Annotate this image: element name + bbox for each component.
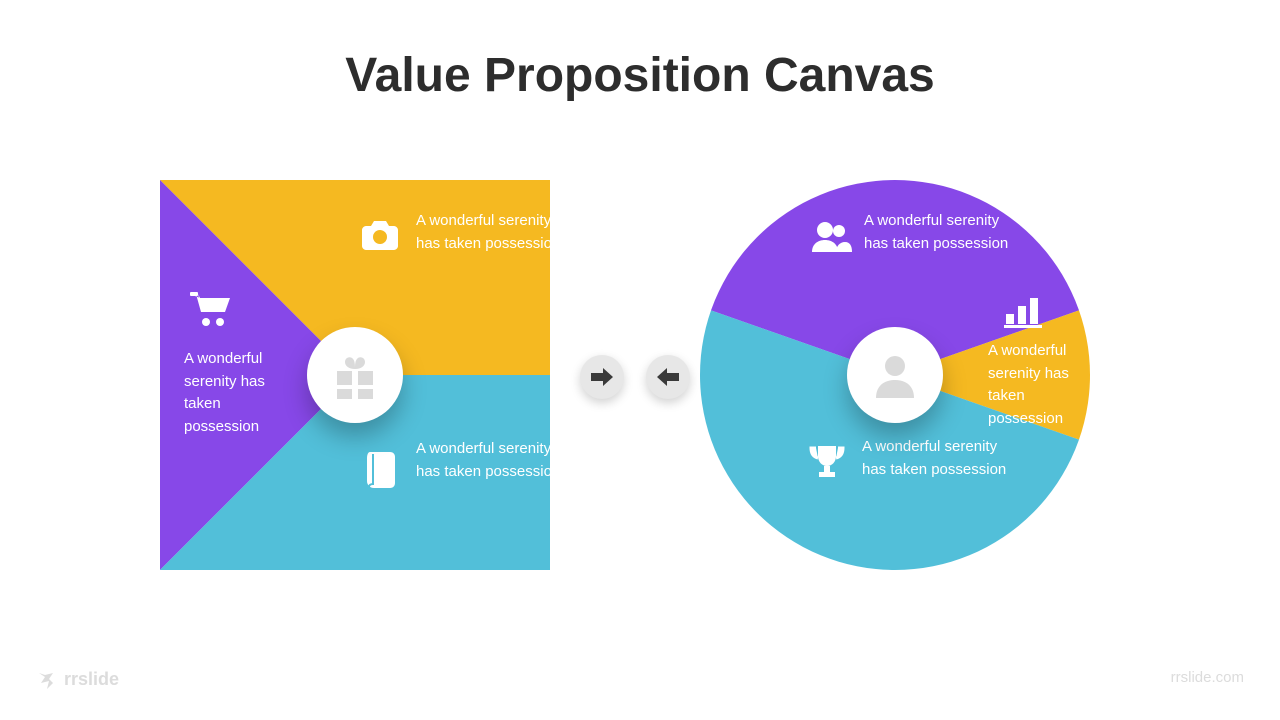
trophy-icon bbox=[808, 442, 846, 480]
circle-seg-right-text: A wonderful serenity has taken possessio… bbox=[988, 340, 1083, 430]
brand-icon bbox=[36, 670, 56, 690]
slide: Value Proposition Canvas A wonderful ser… bbox=[0, 0, 1280, 720]
book-icon bbox=[364, 450, 398, 490]
gift-icon bbox=[329, 349, 381, 401]
arrow-left-badge bbox=[646, 355, 690, 399]
circle-seg-bottom-text: A wonderful serenity has taken possessio… bbox=[862, 436, 1022, 481]
customer-profile-circle: A wonderful serenity has taken possessio… bbox=[700, 180, 1090, 570]
person-icon bbox=[870, 350, 920, 400]
square-center-badge bbox=[307, 327, 403, 423]
arrow-right-badge bbox=[580, 355, 624, 399]
square-seg-left bbox=[188, 290, 232, 330]
arrow-right-icon bbox=[591, 368, 613, 386]
value-map-square: A wonderful serenity has taken possessio… bbox=[160, 180, 550, 570]
circle-seg-right bbox=[1004, 298, 1042, 328]
square-seg-bottom-text: A wonderful serenity has taken possessio… bbox=[416, 438, 576, 483]
footer-brand: rrslide bbox=[36, 669, 119, 690]
camera-icon bbox=[360, 218, 400, 252]
footer-brand-text: rrslide bbox=[64, 669, 119, 690]
square-seg-left-text: A wonderful serenity has taken possessio… bbox=[184, 348, 294, 438]
footer-url: rrslide.com bbox=[1171, 669, 1244, 686]
people-icon bbox=[810, 220, 852, 254]
circle-seg-bottom bbox=[808, 442, 846, 480]
page-title: Value Proposition Canvas bbox=[0, 48, 1280, 103]
square-seg-top-text: A wonderful serenity has taken possessio… bbox=[416, 210, 576, 255]
circle-seg-top bbox=[810, 220, 852, 254]
bars-icon bbox=[1004, 298, 1042, 328]
cart-icon bbox=[188, 290, 232, 330]
square-seg-top bbox=[360, 218, 400, 252]
square-seg-bottom bbox=[364, 450, 398, 490]
circle-center-badge bbox=[847, 327, 943, 423]
arrow-left-icon bbox=[657, 368, 679, 386]
circle-seg-top-text: A wonderful serenity has taken possessio… bbox=[864, 210, 1024, 255]
